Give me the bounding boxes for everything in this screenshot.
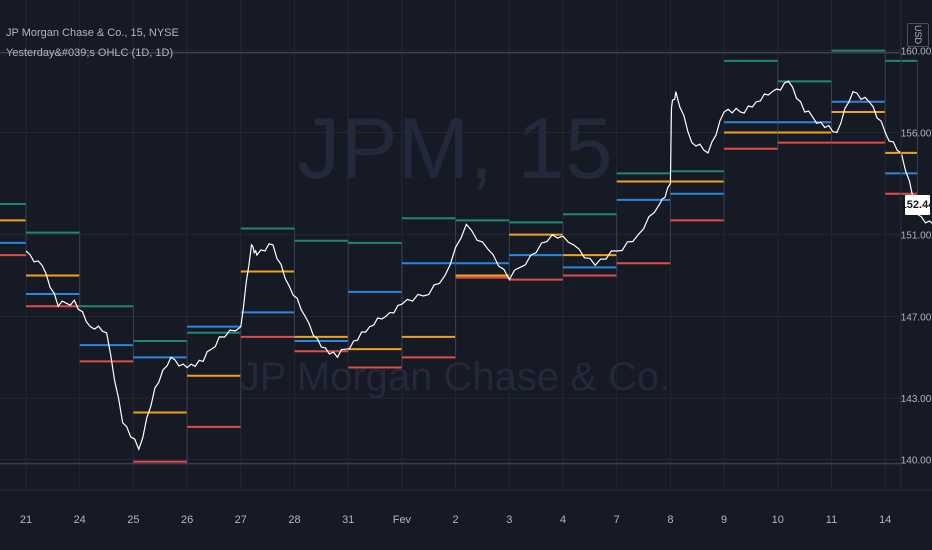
last-price-tag: 152.44 — [901, 195, 932, 215]
horizontal-levels — [0, 51, 901, 465]
symbol-legend[interactable]: JP Morgan Chase & Co., 15, NYSE — [6, 27, 179, 39]
time-tick-label: 14 — [879, 514, 891, 526]
time-tick-label: 4 — [560, 514, 566, 526]
time-tick-label: 7 — [614, 514, 620, 526]
price-tick-label: 147.00 — [901, 312, 932, 323]
time-tick-label: 21 — [20, 514, 32, 526]
time-axis[interactable]: 21 24 25 26 27 28 31 Fev 2 3 4 7 8 9 10 11 14 — [20, 514, 891, 526]
price-tick-label: 156.00 — [901, 128, 932, 139]
time-tick-label: 28 — [288, 514, 300, 526]
price-tick-label: 151.00 — [901, 231, 932, 242]
time-tick-label: 31 — [342, 514, 354, 526]
time-tick-label: 3 — [506, 514, 512, 526]
price-line — [25, 80, 932, 452]
time-tick-label: 9 — [721, 514, 727, 526]
watermark-ticker: JPM, 15 — [297, 101, 612, 197]
time-tick-label: 26 — [181, 514, 193, 526]
watermark-company: JP Morgan Chase & Co. — [240, 355, 671, 399]
time-tick-label: 8 — [667, 514, 673, 526]
ohlc-levels — [0, 49, 918, 463]
price-tick-label: 160.00 — [901, 47, 932, 58]
time-tick-label: 11 — [826, 514, 837, 526]
time-tick-label: 27 — [235, 514, 247, 526]
time-tick-label: Fev — [393, 514, 412, 526]
price-series — [25, 80, 932, 452]
time-tick-label: 25 — [127, 514, 139, 526]
price-tick-label: 140.00 — [901, 456, 932, 467]
time-tick-label: 10 — [772, 514, 784, 526]
price-tick-label: 143.00 — [901, 394, 932, 405]
time-tick-label: 2 — [453, 514, 459, 526]
currency-button[interactable]: USD — [907, 23, 929, 47]
price-axis[interactable]: 160.00 156.00 151.00 147.00 143.00 140.00 — [901, 47, 932, 467]
time-tick-label: 24 — [74, 514, 86, 526]
indicator-legend[interactable]: Yesterday&#039;s OHLC (1D, 1D) — [6, 47, 174, 59]
